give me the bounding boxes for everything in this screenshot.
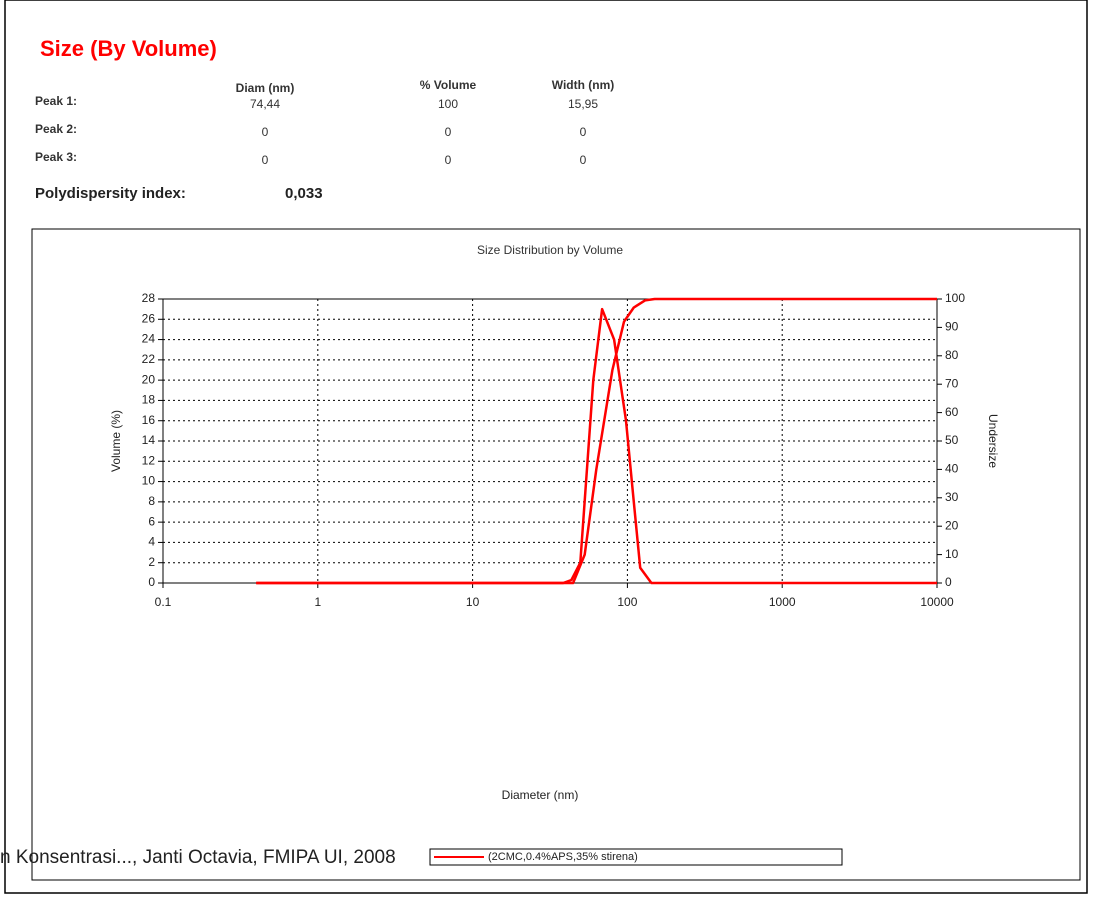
y-tick-label: 6 <box>148 514 155 528</box>
chart-frame <box>31 228 1081 881</box>
page-frame <box>4 0 1088 894</box>
y-tick-label: 14 <box>142 433 156 447</box>
pdi-label: Polydispersity index: <box>35 185 186 202</box>
y2-tick-label: 10 <box>945 547 959 561</box>
y2-tick-label: 60 <box>945 405 959 419</box>
y2-tick-label: 30 <box>945 490 959 504</box>
series-line <box>256 307 937 585</box>
y2-tick-label: 90 <box>945 320 959 334</box>
cell: 0 <box>262 125 269 139</box>
y-tick-label: 2 <box>148 555 155 569</box>
y-tick-label: 22 <box>142 352 156 366</box>
row-label: Peak 1: <box>35 94 77 108</box>
y2-axis-label: Undersize <box>986 414 1000 468</box>
y2-tick-label: 80 <box>945 348 959 362</box>
y-tick-label: 16 <box>142 413 156 427</box>
peak-table: Peak 1: 74,44 100 15,95 Peak 2: 0 0 0 Peak 3: 0 0 0 <box>35 94 598 167</box>
col-header: Diam (nm) <box>236 81 295 95</box>
y-tick-label: 0 <box>148 575 155 589</box>
y2-tick-label: 100 <box>945 291 965 305</box>
x-axis-label: Diameter (nm) <box>502 788 579 802</box>
chart-title: Size Distribution by Volume <box>477 243 623 257</box>
x-tick-label: 1000 <box>769 595 796 609</box>
footer: n Konsentrasi..., Janti Octavia, FMIPA U… <box>0 847 396 868</box>
row-label: Peak 2: <box>35 122 77 136</box>
legend-box <box>429 848 843 866</box>
y-tick-label: 10 <box>142 474 156 488</box>
cell: 74,44 <box>250 97 280 111</box>
report-title: Size (By Volume) <box>40 36 217 61</box>
col-header: Width (nm) <box>552 78 615 92</box>
cell: 0 <box>262 153 269 167</box>
pdi-value: 0,033 <box>285 185 323 202</box>
col-header: % Volume <box>420 78 477 92</box>
cell: 0 <box>445 153 452 167</box>
y2-tick-label: 20 <box>945 518 959 532</box>
y-tick-label: 12 <box>142 453 156 467</box>
y-tick-label: 4 <box>148 535 155 549</box>
x-tick-label: 10 <box>466 595 480 609</box>
legend-label: (2CMC,0.4%APS,35% stirena) <box>488 851 638 863</box>
y-tick-label: 20 <box>142 372 156 386</box>
row-label: Peak 3: <box>35 150 77 164</box>
y-tick-label: 28 <box>142 291 156 305</box>
y-tick-label: 18 <box>142 393 156 407</box>
x-tick-label: 100 <box>617 595 637 609</box>
cell: 100 <box>438 97 458 111</box>
series-line <box>256 297 937 585</box>
cell: 0 <box>445 125 452 139</box>
y-tick-label: 24 <box>142 332 156 346</box>
y2-tick-label: 70 <box>945 376 959 390</box>
cell: 0 <box>580 125 587 139</box>
cell: 15,95 <box>568 97 598 111</box>
x-tick-label: 0.1 <box>155 595 172 609</box>
x-tick-label: 1 <box>314 595 321 609</box>
cell: 0 <box>580 153 587 167</box>
x-tick-label: 10000 <box>920 595 954 609</box>
y2-tick-label: 40 <box>945 462 959 476</box>
y-tick-label: 26 <box>142 311 156 325</box>
y2-tick-label: 50 <box>945 433 959 447</box>
y-axis-label: Volume (%) <box>109 410 123 472</box>
y2-tick-label: 0 <box>945 575 952 589</box>
y-tick-label: 8 <box>148 494 155 508</box>
